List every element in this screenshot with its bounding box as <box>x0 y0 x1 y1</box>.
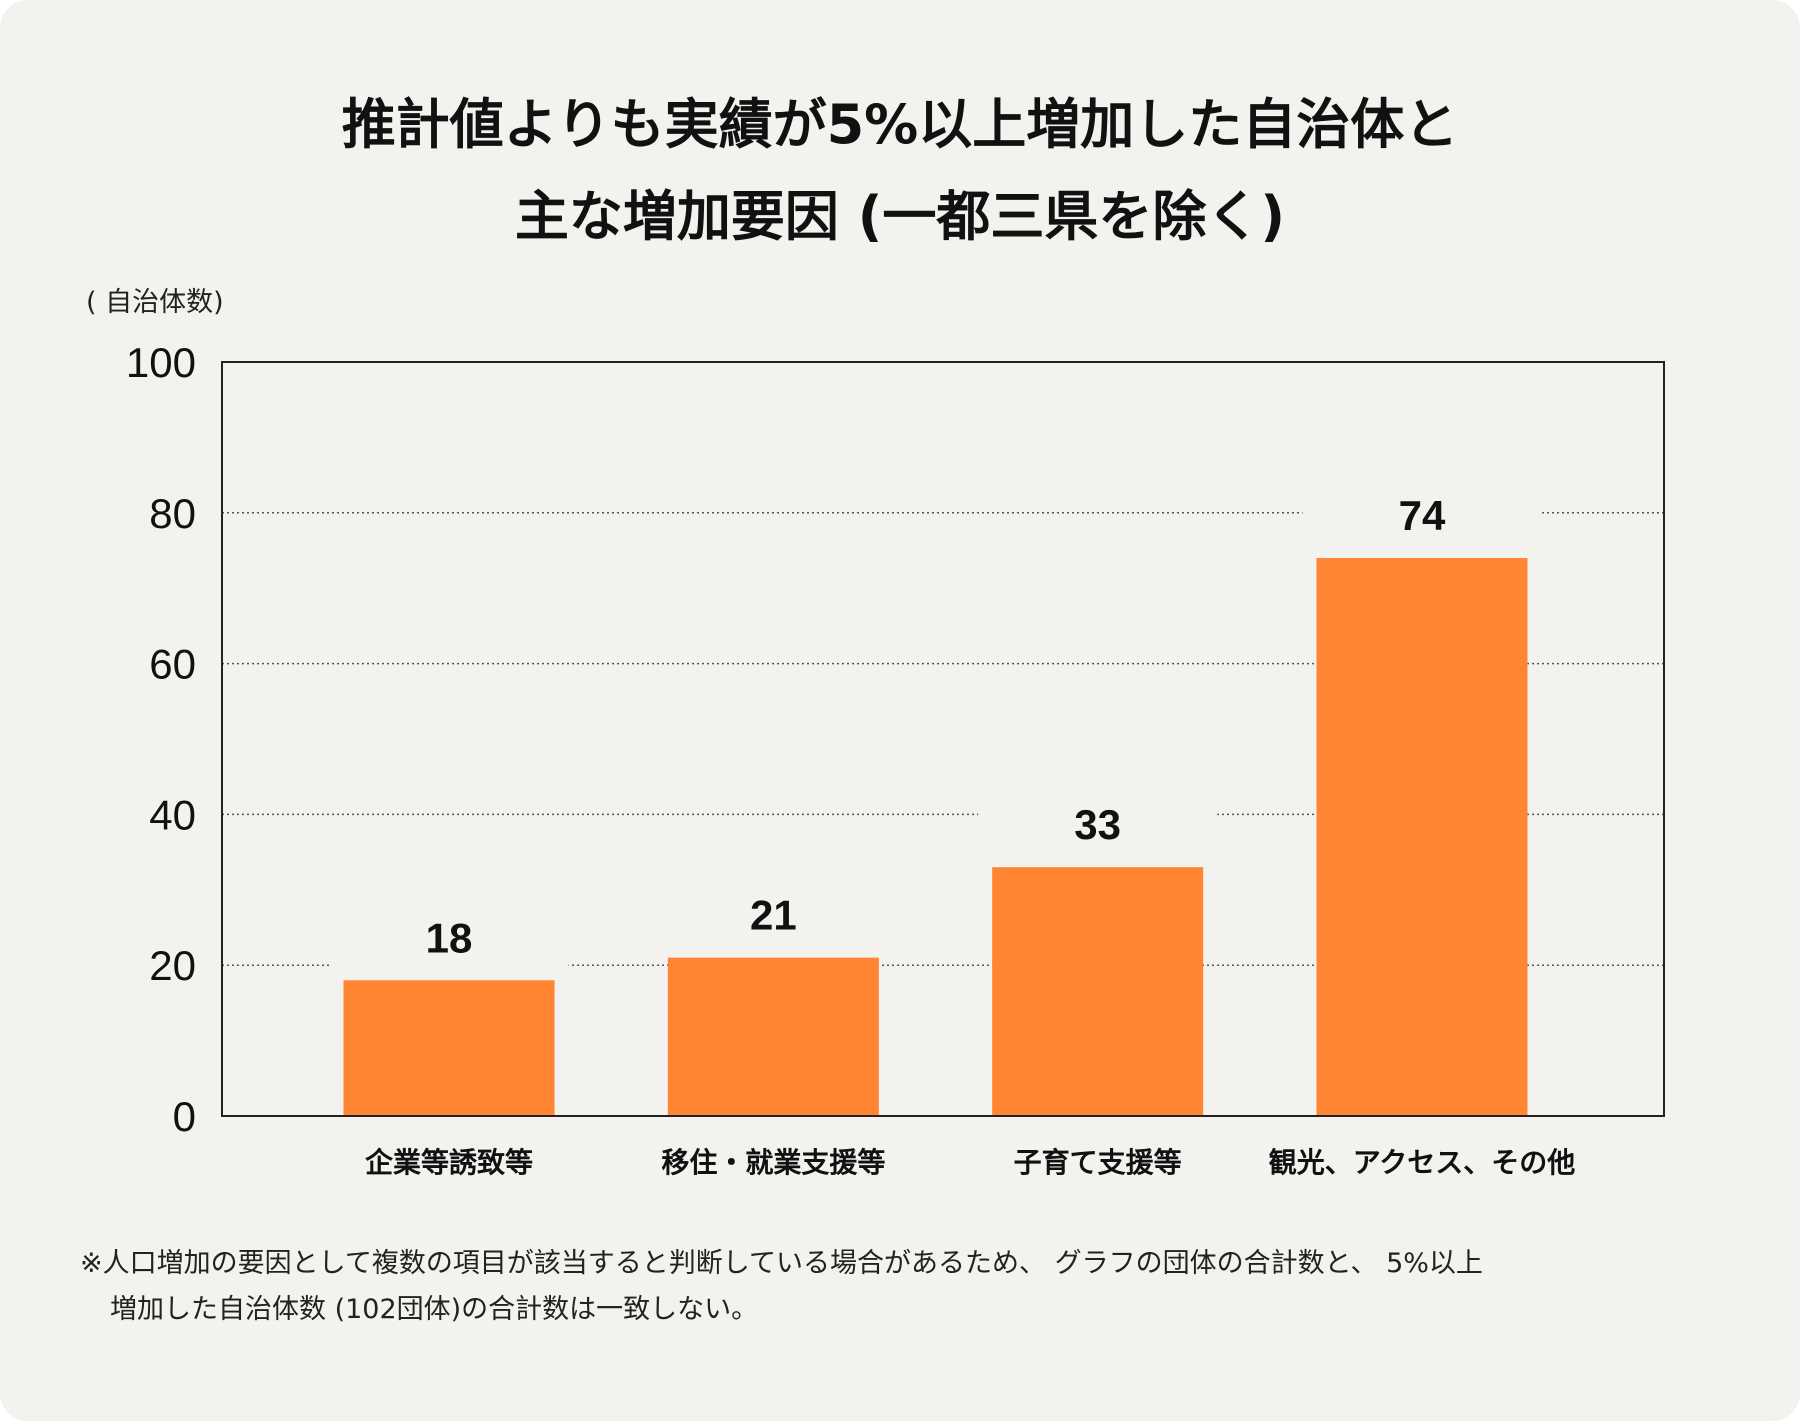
bar <box>992 867 1204 1116</box>
footnote-line-1: ※人口増加の要因として複数の項目が該当すると判断している場合があるため、 グラフ… <box>80 1248 1483 1279</box>
x-tick-label: 子育て支援等 <box>1014 1146 1182 1179</box>
data-label-bg <box>329 918 569 975</box>
y-tick-label: 0 <box>173 1093 196 1140</box>
data-label: 18 <box>426 914 473 961</box>
bar <box>1316 558 1528 1116</box>
bar <box>667 957 879 1116</box>
x-tick-label: 移住・就業支援等 <box>661 1146 885 1179</box>
y-tick-label: 80 <box>149 490 196 537</box>
plot-frame <box>221 361 1665 1117</box>
x-tick-label: 企業等誘致等 <box>365 1146 533 1179</box>
data-label: 21 <box>750 892 797 939</box>
data-label-bg <box>978 805 1218 862</box>
chart-title-line-1: 推計値よりも実績が5%以上増加した自治体と <box>341 93 1459 156</box>
data-label-bg <box>653 895 893 952</box>
y-tick-label: 20 <box>149 942 196 989</box>
data-label-bg <box>1302 496 1542 553</box>
data-label: 74 <box>1399 492 1446 539</box>
footnote-line-2: 増加した自治体数 (102団体)の合計数は一致しない。 <box>110 1294 759 1325</box>
y-tick-label: 100 <box>126 339 196 386</box>
x-tick-label: 観光、アクセス、その他 <box>1269 1146 1576 1179</box>
chart-title-line-2: 主な増加要因 (一都三県を除く) <box>514 185 1286 248</box>
y-tick-label: 40 <box>149 791 196 838</box>
y-axis-label: ( 自治体数) <box>86 287 224 318</box>
bar <box>343 980 555 1116</box>
y-tick-label: 60 <box>149 641 196 688</box>
data-label: 33 <box>1074 801 1121 848</box>
